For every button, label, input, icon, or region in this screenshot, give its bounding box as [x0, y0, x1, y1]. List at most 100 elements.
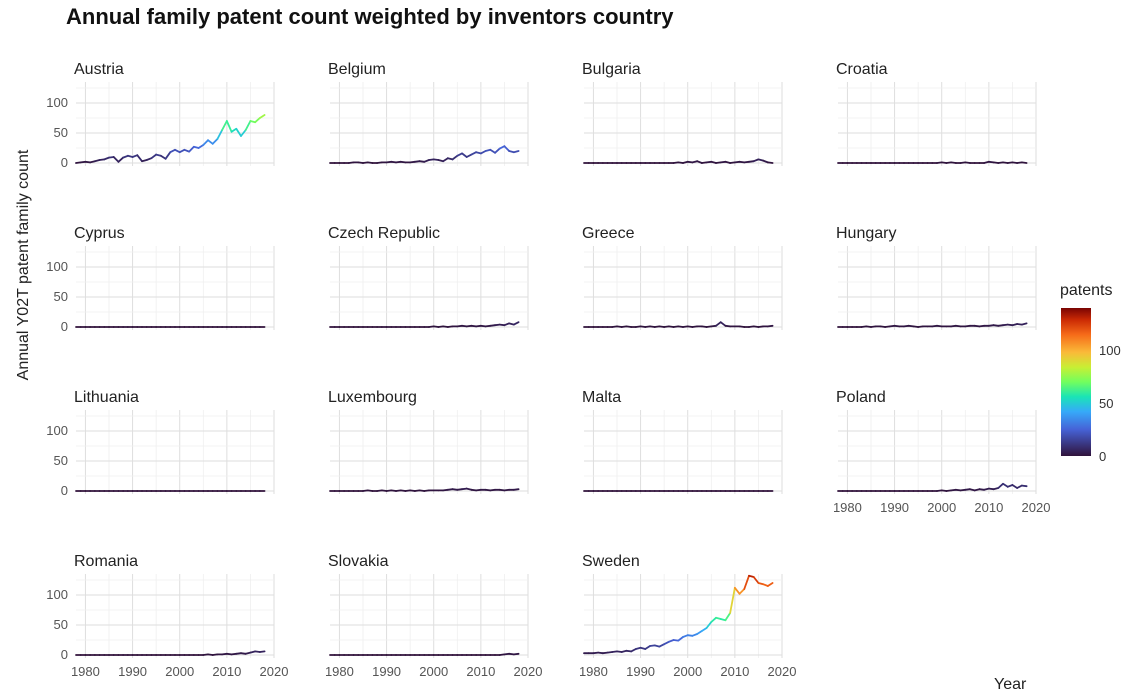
x-tick-label: 2000 — [419, 664, 448, 679]
line-segment — [221, 120, 228, 131]
line-segment — [164, 151, 172, 160]
y-axis-label: Annual Y02T patent family count — [15, 149, 32, 381]
line-segment — [512, 321, 520, 326]
x-tick-label: 1990 — [626, 664, 655, 679]
line-segment — [1020, 161, 1028, 164]
line-segment — [733, 586, 741, 595]
line-segment — [705, 621, 713, 629]
x-tick-label: 1990 — [118, 664, 147, 679]
line-segment — [1020, 322, 1028, 326]
line-segment — [489, 148, 496, 154]
line-segment — [240, 129, 247, 137]
line-segment — [225, 120, 233, 133]
panel-luxembourg: Luxembourg — [328, 389, 529, 494]
x-axis-label: Year — [994, 676, 1027, 693]
x-tick-label: 1980 — [325, 664, 354, 679]
x-tick-label: 1990 — [372, 664, 401, 679]
x-tick-label: 2020 — [1022, 500, 1051, 515]
line-segment — [442, 157, 449, 163]
legend-tick-50: 50 — [1099, 396, 1114, 411]
panel-slovakia: Slovakia 1980 1990 2000 2010 2020 — [325, 553, 542, 679]
panel-title: Luxembourg — [328, 389, 417, 406]
panel-title: Sweden — [582, 553, 640, 570]
x-tick-label: 2020 — [514, 664, 543, 679]
line-segment — [1011, 484, 1019, 489]
line-segment — [738, 588, 746, 595]
y-tick-label: 50 — [54, 289, 68, 304]
series-line — [583, 158, 774, 164]
line-segment — [230, 127, 238, 133]
series-line — [75, 114, 266, 164]
panel-title: Austria — [74, 61, 124, 78]
y-tick-label: 0 — [61, 647, 68, 662]
line-segment — [117, 156, 125, 163]
x-tick-label: 2000 — [165, 664, 194, 679]
line-segment — [150, 153, 158, 160]
series-line — [329, 145, 520, 164]
line-segment — [997, 482, 1004, 489]
panel-romania: Romania 0 50 100 1980 1990 2000 2010 2020 — [46, 553, 288, 679]
panel-greece: Greece — [582, 225, 783, 330]
line-segment — [644, 645, 651, 650]
line-segment — [752, 576, 760, 584]
line-segment — [197, 144, 205, 149]
panel-hungary: Hungary — [836, 225, 1037, 330]
x-tick-label: 2010 — [974, 500, 1003, 515]
line-segment — [710, 616, 717, 623]
panel-czech-republic: Czech Republic — [328, 225, 529, 330]
legend-tick-0: 0 — [1099, 449, 1107, 464]
line-segment — [512, 150, 520, 154]
panel-poland: Poland 1980 1990 2000 2010 2020 — [833, 389, 1050, 515]
x-tick-label: 2010 — [212, 664, 241, 679]
y-tick-label: 50 — [54, 617, 68, 632]
x-tick-label: 2010 — [466, 664, 495, 679]
panel-title: Czech Republic — [328, 225, 440, 242]
panel-bulgaria: Bulgaria — [582, 61, 783, 166]
panel-title: Hungary — [836, 225, 896, 242]
series-line — [75, 650, 266, 656]
line-segment — [159, 154, 167, 160]
line-segment — [188, 145, 195, 153]
y-tick-label: 50 — [54, 453, 68, 468]
line-segment — [258, 114, 266, 119]
line-segment — [451, 154, 459, 161]
y-tick-label: 100 — [46, 259, 68, 274]
line-segment — [700, 627, 708, 632]
line-segment — [244, 120, 252, 131]
x-tick-label: 1980 — [833, 500, 862, 515]
series-line — [329, 321, 520, 328]
legend-colorbar — [1061, 308, 1091, 456]
line-segment — [696, 630, 703, 635]
series-line — [837, 482, 1028, 492]
line-segment — [503, 145, 511, 152]
panel-title: Lithuania — [74, 389, 139, 406]
series-line — [837, 160, 1028, 164]
chart-title: Annual family patent count weighted by i… — [66, 4, 674, 29]
x-tick-label: 2010 — [720, 664, 749, 679]
line-segment — [729, 586, 736, 614]
line-segment — [494, 147, 501, 154]
panel-title: Bulgaria — [582, 61, 641, 78]
line-segment — [766, 582, 774, 587]
y-tick-label: 0 — [61, 483, 68, 498]
x-tick-label: 1980 — [579, 664, 608, 679]
series-line — [329, 652, 520, 656]
x-tick-label: 2020 — [768, 664, 797, 679]
panel-title: Greece — [582, 225, 635, 242]
line-segment — [235, 127, 242, 137]
x-tick-label: 2000 — [673, 664, 702, 679]
line-segment — [1002, 482, 1009, 488]
series-line — [837, 322, 1028, 328]
panel-belgium: Belgium — [328, 61, 529, 166]
line-segment — [677, 636, 684, 642]
line-segment — [112, 156, 120, 163]
panel-title: Cyprus — [74, 225, 125, 242]
series-line — [329, 487, 520, 492]
line-segment — [202, 139, 209, 146]
line-segment — [719, 321, 727, 327]
line-segment — [512, 652, 520, 656]
panel-croatia: Croatia — [836, 61, 1037, 166]
line-segment — [461, 152, 468, 158]
